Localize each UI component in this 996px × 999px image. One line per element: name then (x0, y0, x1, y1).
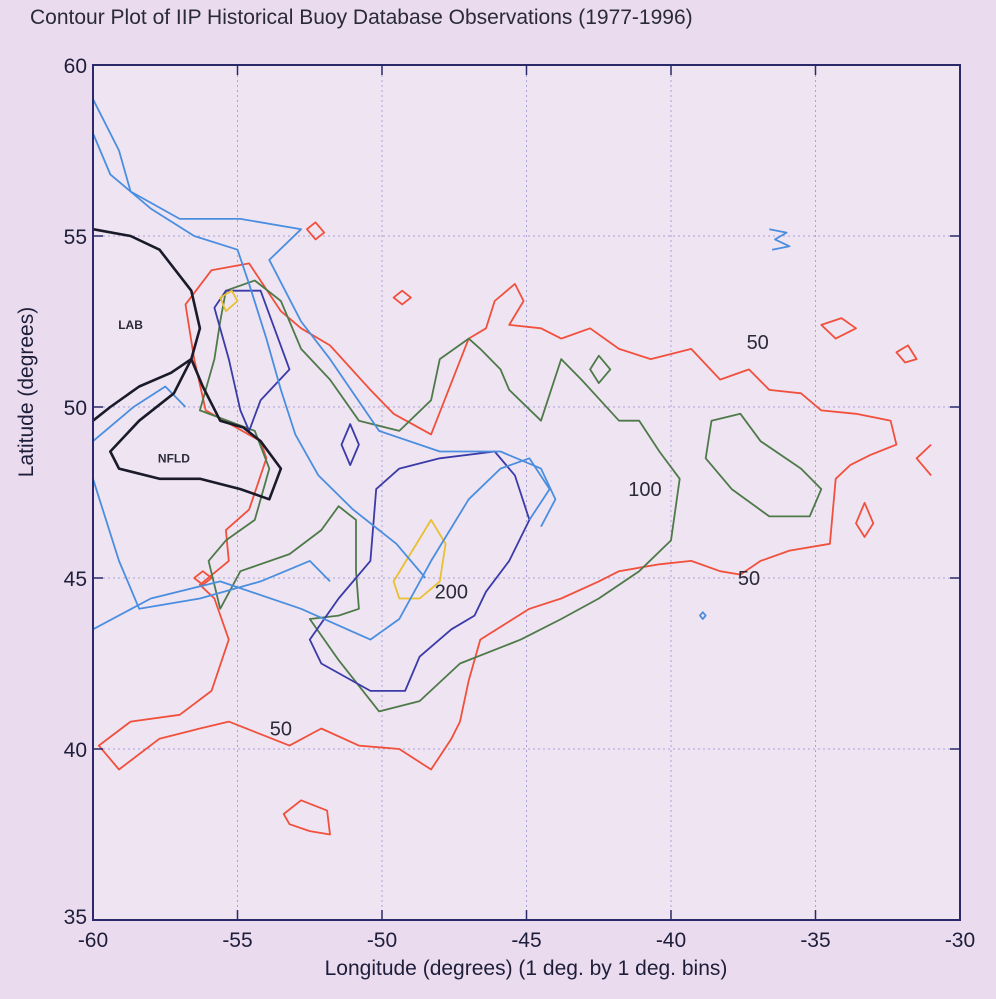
shelf-line-b (92, 98, 557, 528)
contour-label: 50 (738, 568, 760, 590)
region-label: NFLD (158, 451, 190, 465)
shelf-small-east (769, 228, 791, 251)
y-tick-label: 50 (64, 397, 87, 420)
y-axis-label: Latitude (degrees) (15, 307, 38, 477)
contour-lines (92, 98, 932, 836)
axis-ticks: -60 -55 -50 -45 -40 -35 -30 35 40 45 50 55 60 (64, 55, 976, 952)
contour-200-north (219, 289, 239, 313)
contour-50-south-island (282, 799, 331, 836)
shelf-line-e (92, 385, 187, 442)
coast-newfoundland (109, 357, 283, 501)
shelf-line-d (92, 133, 427, 579)
x-tick-label: -40 (656, 929, 686, 952)
x-tick-label: -35 (800, 929, 830, 952)
x-tick-label: -45 (511, 929, 541, 952)
contour-50-west-island (193, 570, 213, 586)
plot-background (93, 65, 960, 920)
contour-100-small (589, 354, 612, 385)
y-tick-label: 60 (64, 55, 87, 78)
x-tick-label: -50 (367, 929, 397, 952)
contour-50-east-island-3 (915, 443, 932, 476)
shelf-line-c (92, 478, 331, 610)
y-tick-label: 55 (64, 226, 87, 249)
x-tick-label: -60 (78, 929, 108, 952)
contour-label: 100 (628, 479, 661, 501)
contour-50-north-island-2 (392, 289, 412, 306)
x-tick-label: -30 (945, 929, 975, 952)
x-tick-label: -55 (222, 929, 252, 952)
coast-labrador (92, 227, 202, 422)
contour-50-east-island-4 (855, 501, 875, 538)
contour-150 (308, 450, 531, 692)
shelf-small-circle (699, 611, 707, 620)
contour-50-east-island-2 (895, 344, 918, 364)
contour-label: 50 (270, 718, 292, 740)
contour-50-north-island-1 (305, 221, 326, 241)
y-tick-label: 45 (64, 568, 87, 591)
contour-label: 200 (435, 582, 468, 604)
contour-100-east (704, 412, 823, 518)
contour-150-diamond (340, 423, 360, 467)
y-tick-label: 40 (64, 739, 87, 762)
contour-50-east-island-1 (820, 317, 857, 340)
x-axis-label: Longitude (degrees) (1 deg. by 1 deg. bi… (325, 957, 728, 980)
region-label: LAB (118, 318, 143, 332)
shelf-line-a (92, 457, 551, 641)
chart-title: Contour Plot of IIP Historical Buoy Data… (30, 6, 693, 29)
y-tick-label: 35 (64, 906, 87, 929)
contour-label: 50 (747, 332, 769, 354)
contour-200 (392, 519, 447, 600)
contour-labels: 50 100 50 200 50 LAB NFLD (118, 318, 769, 741)
